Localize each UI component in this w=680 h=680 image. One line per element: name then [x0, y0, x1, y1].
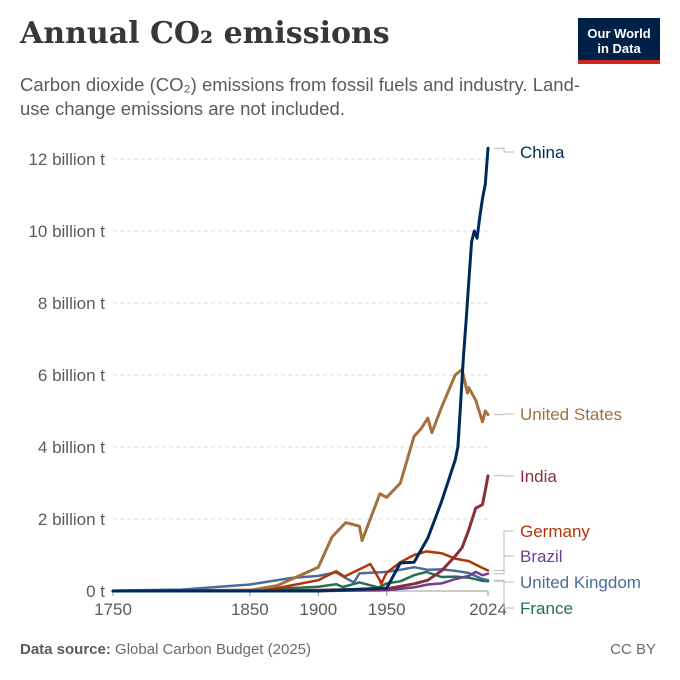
axis-layer: 0 t 2 billion t 4 billion t 6 billion t 8 bi…	[28, 150, 506, 619]
data-source-label: Data source:	[20, 641, 111, 658]
logo-line-1: Our World	[587, 26, 651, 41]
y-tick-label: 6 billion t	[38, 366, 105, 385]
x-tick-label: 1750	[94, 600, 132, 619]
series-label-germany[interactable]: Germany	[520, 522, 590, 541]
series-line-united-kingdom[interactable]	[111, 565, 490, 592]
series-label-france[interactable]: France	[520, 599, 573, 618]
series-label-connector	[494, 555, 514, 575]
data-source: Data source: Global Carbon Budget (2025)	[20, 641, 311, 658]
series-label-china[interactable]: China	[520, 143, 565, 162]
series-label-connector	[494, 530, 514, 571]
series-label-connector	[494, 147, 514, 153]
series-line-china[interactable]	[111, 146, 490, 593]
chart-title: Annual CO₂ emissions	[20, 16, 390, 51]
y-tick-label: 8 billion t	[38, 294, 105, 313]
y-tick-label: 12 billion t	[28, 150, 105, 169]
owid-logo[interactable]: Our World in Data	[578, 18, 660, 64]
y-tick-label: 0 t	[86, 582, 105, 601]
series-label-united-kingdom[interactable]: United Kingdom	[520, 573, 641, 592]
x-tick-label: 1900	[299, 600, 337, 619]
license-label[interactable]: CC BY	[610, 641, 656, 658]
chart-subtitle: Carbon dioxide (CO₂) emissions from foss…	[20, 74, 581, 119]
y-tick-label: 10 billion t	[28, 222, 105, 241]
x-tick-label: 2024	[469, 600, 507, 619]
series-line-united-states[interactable]	[111, 368, 490, 593]
logo-line-2: in Data	[597, 41, 641, 56]
series-label-connector	[494, 580, 514, 609]
series-label-united-states[interactable]: United States	[520, 405, 622, 424]
x-tick-label: 1950	[368, 600, 406, 619]
series-line-germany[interactable]	[111, 550, 490, 593]
series-layer	[111, 146, 490, 593]
series-label-india[interactable]: India	[520, 467, 557, 486]
series-label-connector	[494, 413, 514, 416]
x-tick-label: 1850	[231, 600, 269, 619]
y-tick-label: 4 billion t	[38, 438, 105, 457]
y-tick-label: 2 billion t	[38, 510, 105, 529]
grid-layer	[113, 158, 488, 520]
data-source-text[interactable]: Global Carbon Budget (2025)	[115, 641, 312, 658]
series-label-brazil[interactable]: Brazil	[520, 547, 563, 566]
label-layer: China United States India Germany Brazil Unit…	[494, 143, 641, 618]
